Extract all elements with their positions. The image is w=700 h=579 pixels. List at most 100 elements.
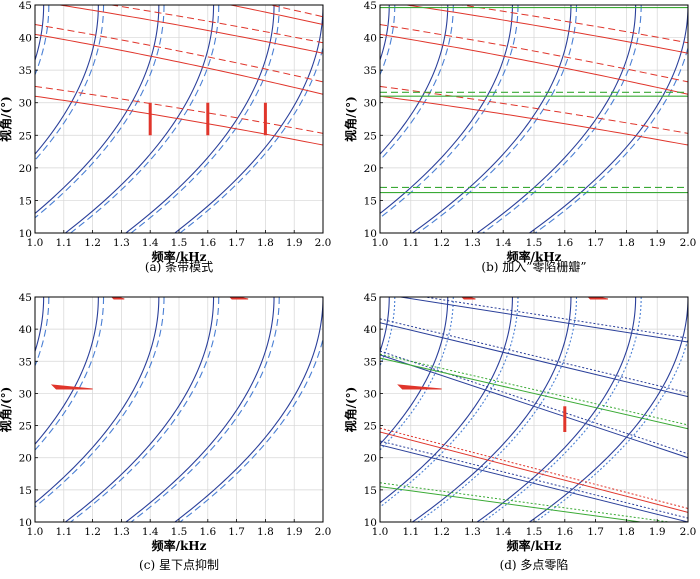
chart-panel-1: 1.0 1.1 1.2 1.3 1.4 1.5 1.6 1.7 1.8 1.9 2.0 10 15 20 2… <box>343 0 696 274</box>
steep-curve-solid <box>35 5 99 155</box>
x-tick-label: 1.1 <box>55 237 72 249</box>
steep-curve-dashed <box>70 297 220 522</box>
x-tick-label: 1.2 <box>433 526 450 538</box>
x-tick-label: 1.8 <box>257 526 274 538</box>
y-tick-label: 25 <box>19 130 32 142</box>
red-curve-dashed <box>35 85 323 134</box>
x-tick-label: 1.3 <box>113 237 130 249</box>
x-tick-label: 2.0 <box>315 526 332 538</box>
sloped-line-green <box>380 357 688 430</box>
y-tick-label: 20 <box>19 453 32 465</box>
steep-curve-solid <box>125 5 275 233</box>
x-tick-label: 1.9 <box>649 237 666 249</box>
y-tick-label: 10 <box>364 228 377 240</box>
steep-curve-dashed <box>179 45 323 233</box>
y-tick-label: 40 <box>364 324 377 336</box>
steep-curve-solid <box>529 297 688 522</box>
y-tick-label: 35 <box>19 65 32 77</box>
steep-curve-dashed <box>380 5 454 161</box>
steep-curve-dashed <box>35 297 165 508</box>
x-tick-label: 1.3 <box>464 237 481 249</box>
steep-curve-solid <box>35 297 45 354</box>
steep-curve-dashed <box>380 297 519 508</box>
steep-curve-solid <box>35 297 160 504</box>
red-curve-solid <box>56 5 323 54</box>
x-tick-label: 1.4 <box>142 237 159 249</box>
steep-curve-dashed <box>35 5 165 219</box>
x-tick-label: 1.2 <box>433 237 450 249</box>
y-tick-label: 35 <box>364 356 377 368</box>
steep-curve-solid <box>380 297 390 353</box>
y-tick-label: 30 <box>364 388 377 400</box>
series-group <box>380 5 688 233</box>
y-tick-label: 10 <box>19 228 32 240</box>
red-curve-solid <box>35 33 323 95</box>
steep-curve-dashed <box>380 297 454 451</box>
red-curve-dashed <box>458 5 688 44</box>
x-tick-label: 1.8 <box>257 237 274 249</box>
chart-panel-0: 1.0 1.1 1.2 1.3 1.4 1.5 1.6 1.7 1.8 1.9 2.0 10 15 20 2… <box>0 0 331 274</box>
steep-curve-solid <box>35 5 160 215</box>
sloped-line-dotted-blue <box>380 440 688 519</box>
x-axis-label: 频率/kHz <box>152 249 207 264</box>
x-tick-label: 2.0 <box>680 526 697 538</box>
panel-caption: (d) 多点零陷 <box>500 557 569 572</box>
y-tick-label: 15 <box>19 485 32 497</box>
x-tick-label: 1.0 <box>372 526 389 538</box>
steep-curve-solid <box>380 5 390 62</box>
steep-curve-solid <box>174 297 323 522</box>
steep-curve-solid <box>65 297 215 522</box>
y-tick-label: 45 <box>19 0 32 12</box>
red-curve-solid <box>380 33 688 95</box>
steep-curve-dashed <box>417 297 578 522</box>
x-tick-label: 1.1 <box>402 237 419 249</box>
series-group <box>35 297 323 522</box>
y-tick-label: 25 <box>364 421 377 433</box>
x-tick-label: 1.1 <box>402 526 419 538</box>
steep-curve-dashed <box>534 45 688 233</box>
red-curve-dashed <box>380 85 688 134</box>
steep-curve-solid <box>380 5 513 215</box>
x-tick-label: 1.4 <box>495 237 512 249</box>
y-tick-label: 35 <box>364 65 377 77</box>
panel-caption: (a) 条带模式 <box>145 260 213 274</box>
red-wedge <box>50 384 93 390</box>
x-tick-label: 1.9 <box>286 526 303 538</box>
x-tick-label: 1.3 <box>113 526 130 538</box>
y-tick-label: 30 <box>364 98 377 110</box>
y-axis-label: 视角/(°) <box>0 387 13 433</box>
steep-curve-dashed <box>179 336 323 522</box>
series-group <box>35 5 323 233</box>
red-curve-dashed <box>108 5 323 44</box>
y-tick-label: 30 <box>19 98 32 110</box>
x-tick-label: 1.7 <box>228 526 245 538</box>
y-axis-label: 视角/(°) <box>0 96 13 142</box>
y-tick-label: 45 <box>364 292 377 304</box>
y-tick-label: 20 <box>364 163 377 175</box>
red-curve-solid <box>35 95 323 146</box>
chart-panel-3: 1.0 1.1 1.2 1.3 1.4 1.5 1.6 1.7 1.8 1.9 2.0 10 15 20 2… <box>343 292 697 572</box>
x-tick-label: 1.6 <box>556 526 573 538</box>
steep-curve-dashed <box>380 297 396 368</box>
steep-curve-solid <box>35 5 45 62</box>
steep-curve-solid <box>65 5 215 233</box>
y-tick-label: 40 <box>19 33 32 45</box>
x-tick-label: 2.0 <box>315 237 332 249</box>
series-group <box>380 297 688 522</box>
sloped-line-blue <box>380 322 688 398</box>
x-tick-label: 1.5 <box>526 526 543 538</box>
y-tick-label: 20 <box>19 163 32 175</box>
red-curve-dashed <box>380 24 688 83</box>
chart-panel-2: 1.0 1.1 1.2 1.3 1.4 1.5 1.6 1.7 1.8 1.9 2.0 10 15 20 2… <box>0 292 331 572</box>
x-tick-label: 1.8 <box>618 526 635 538</box>
red-curve-solid <box>403 5 688 54</box>
y-axis-label: 视角/(°) <box>343 96 358 142</box>
steep-curve-dashed <box>380 5 396 77</box>
sloped-line-blue <box>380 444 688 522</box>
steep-curve-dashed <box>35 297 105 451</box>
x-tick-label: 1.0 <box>27 526 44 538</box>
x-tick-label: 1.5 <box>171 237 188 249</box>
y-tick-label: 40 <box>19 324 32 336</box>
y-tick-label: 25 <box>364 130 377 142</box>
